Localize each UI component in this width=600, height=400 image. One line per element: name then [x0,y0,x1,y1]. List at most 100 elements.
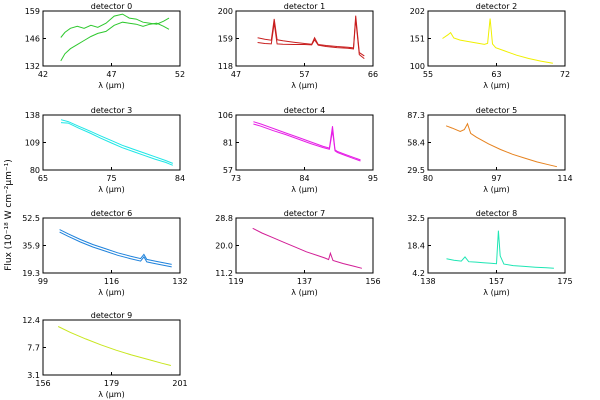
detector-4-x-tick-label: 73 [231,174,241,183]
detector-1-plot-frame [235,10,374,67]
detector-8-series-0-line [446,230,554,269]
detector-8-plot-frame [427,217,566,274]
detector-6-x-tick-label: 116 [104,277,119,286]
detector-0-x-tick-label: 42 [38,70,48,79]
detector-5-y-tick-label: 58.4 [407,139,425,148]
panel-detector-5: detector 5 80 97 114 29.5 58.4 87.3 λ (μm) [407,106,572,194]
detector-4-series-0-line [253,121,361,161]
detector-2-x-tick-label: 63 [491,70,501,79]
detector-0-y-tick-label: 159 [25,7,40,16]
detector-9-y-tick-label: 12.4 [22,316,40,325]
detector-5-y-tick-label: 29.5 [407,166,425,175]
detector-3-series-1-line [60,122,173,166]
detector-0-x-axis-label: λ (μm) [98,81,124,90]
detector-5-x-axis-label: λ (μm) [483,185,509,194]
detector-4-series-1-line [253,123,361,162]
detector-8-title: detector 8 [476,209,517,218]
detector-4-x-tick-label: 95 [368,174,378,183]
detector-8-y-tick-label: 18.4 [407,242,425,251]
detector-6-x-tick-label: 99 [38,277,48,286]
detector-2-series-0-line [442,18,553,64]
detector-8-y-tick-label: 32.5 [407,214,425,223]
detector-1-x-tick-label: 66 [368,70,378,79]
detector-9-x-tick-label: 156 [35,379,50,388]
detector-8-x-axis-label: λ (μm) [483,288,509,297]
detector-9-y-tick-label: 3.1 [27,371,40,380]
detector-0-plot-frame [42,10,181,67]
detector-3-title: detector 3 [91,106,132,115]
detector-0-series-1-line [60,21,170,62]
detector-1-series-0-line [257,15,365,57]
detector-0-y-tick-label: 146 [25,35,40,44]
detector-9-x-axis-label: λ (μm) [98,390,124,399]
detector-2-title: detector 2 [476,2,517,11]
detector-9-title: detector 9 [91,311,132,320]
detector-9-series-0-line [57,326,172,366]
detector-2-x-tick-label: 72 [560,70,570,79]
panel-detector-3: detector 3 65 75 84 80 109 138 λ (μm) [25,106,185,194]
detector-5-title: detector 5 [476,106,517,115]
detector-0-title: detector 0 [91,2,132,11]
detector-1-title: detector 1 [284,2,325,11]
detector-7-x-tick-label: 119 [228,277,243,286]
detector-8-x-tick-label: 157 [489,277,504,286]
detector-4-y-tick-label: 106 [218,111,233,120]
detector-3-y-tick-label: 109 [25,139,40,148]
detector-1-x-axis-label: λ (μm) [291,81,317,90]
detector-9-x-tick-label: 179 [104,379,119,388]
detector-7-x-tick-label: 137 [297,277,312,286]
detector-0-x-tick-label: 47 [106,70,116,79]
detector-3-y-tick-label: 138 [25,111,40,120]
detector-5-x-tick-label: 80 [423,174,433,183]
detector-3-x-tick-label: 84 [175,174,185,183]
detector-1-y-tick-label: 200 [218,7,233,16]
detector-3-y-tick-label: 80 [30,166,40,175]
detector-3-x-axis-label: λ (μm) [98,185,124,194]
detector-5-x-tick-label: 97 [491,174,501,183]
detector-7-plot-frame [235,217,374,274]
detector-6-y-tick-label: 35.9 [22,242,40,251]
detector-6-x-tick-label: 132 [172,277,187,286]
detector-4-y-tick-label: 57 [223,166,233,175]
detector-5-series-0-line [445,122,558,168]
panel-detector-4: detector 4 73 84 95 57 81 106 λ (μm) [218,106,378,194]
detector-4-y-tick-label: 81 [223,139,233,148]
detector-2-plot-frame [427,10,566,67]
detector-6-y-tick-label: 52.5 [22,214,40,223]
detector-7-y-tick-label: 20.0 [215,242,233,251]
panel-detector-6: detector 6 99 116 132 19.3 35.9 52.5 λ (μm) [22,209,187,297]
detector-8-x-tick-label: 175 [557,277,572,286]
detector-0-series-0-line [60,13,170,38]
detector-6-title: detector 6 [91,209,132,218]
detector-7-x-tick-label: 156 [365,277,380,286]
shared-y-axis-label: Flux (10⁻¹⁸ W cm⁻²μm⁻¹) [4,159,14,271]
detector-1-x-tick-label: 47 [231,70,241,79]
panel-detector-0: detector 0 42 47 52 132 146 159 λ (μm) [25,2,185,90]
detector-8-y-tick-label: 4.2 [412,269,425,278]
detector-2-x-axis-label: λ (μm) [483,81,509,90]
panel-detector-9: detector 9 156 179 201 3.1 7.7 12.4 λ (μm) [22,311,187,399]
detector-9-y-tick-label: 7.7 [27,344,40,353]
detector-1-y-tick-label: 118 [218,62,233,71]
detector-4-x-tick-label: 84 [299,174,309,183]
detector-7-y-tick-label: 11.2 [215,269,233,278]
detector-0-x-tick-label: 52 [175,70,185,79]
detector-7-series-0-line [252,227,363,269]
panel-detector-2: detector 2 55 63 72 100 151 202 λ (μm) [410,2,570,90]
detector-2-y-tick-label: 100 [410,62,425,71]
detector-2-x-tick-label: 55 [423,70,433,79]
detector-2-y-tick-label: 202 [410,7,425,16]
detector-4-title: detector 4 [284,106,325,115]
detector-2-y-tick-label: 151 [410,35,425,44]
detector-3-x-tick-label: 65 [38,174,48,183]
detector-9-x-tick-label: 201 [172,379,187,388]
detector-1-series-1-line [257,18,365,59]
detector-8-x-tick-label: 138 [420,277,435,286]
detector-5-y-tick-label: 87.3 [407,111,425,120]
panel-detector-7: detector 7 119 137 156 11.2 20.0 28.8 λ (μm) [215,209,380,297]
panel-detector-8: detector 8 138 157 175 4.2 18.4 32.5 λ (μm) [407,209,572,297]
detector-4-x-axis-label: λ (μm) [291,185,317,194]
detector-0-y-tick-label: 132 [25,62,40,71]
